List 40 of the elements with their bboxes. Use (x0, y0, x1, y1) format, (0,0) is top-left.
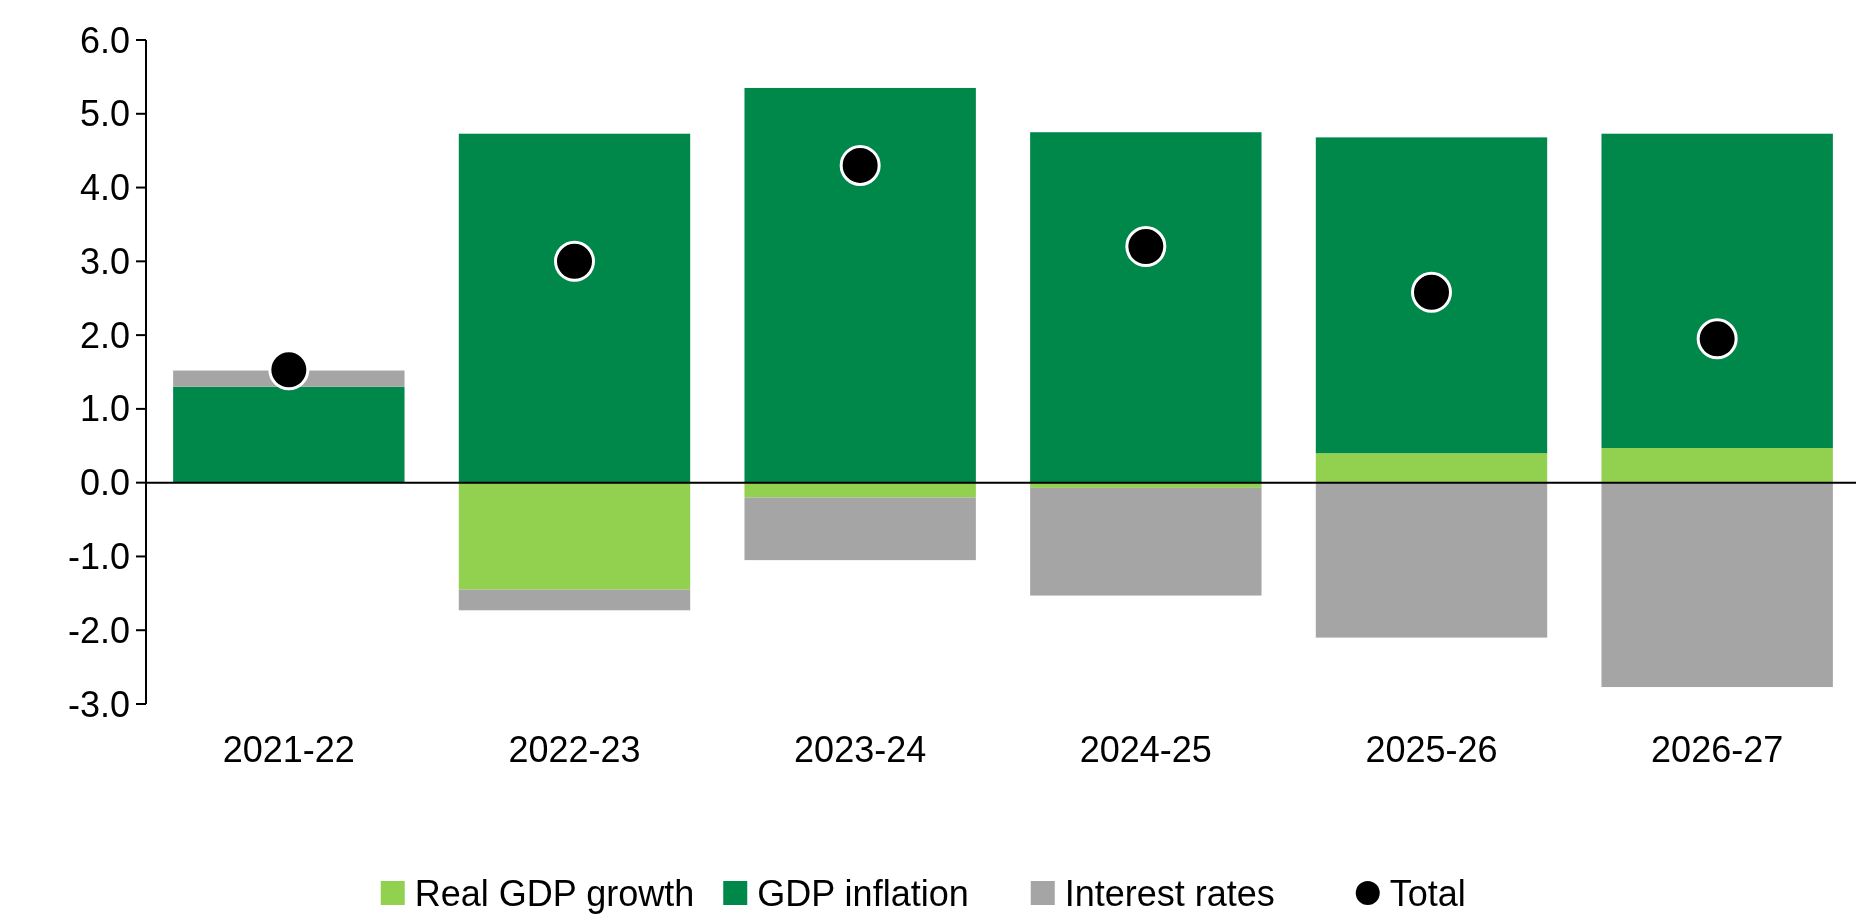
point (1411, 271, 1452, 313)
bar (1030, 487, 1262, 596)
x-tick-label: 2022-23 (508, 729, 641, 770)
point (1696, 318, 1738, 360)
y-tick-label: 5.0 (79, 93, 130, 135)
y-tick-label: 3.0 (79, 240, 130, 282)
x-tick-label: 2021-22 (222, 729, 355, 770)
point (839, 144, 881, 186)
y-tick-label: 0.0 (79, 462, 130, 504)
bar (1030, 132, 1262, 483)
y-tick-label: 2.0 (79, 314, 130, 356)
y-tick-label: -3.0 (67, 683, 130, 725)
x-tick-label: 2023-24 (794, 729, 927, 770)
bar (1315, 482, 1548, 638)
x-tick-label: 2025-26 (1365, 729, 1498, 770)
point (1125, 226, 1167, 268)
y-tick-label: -2.0 (67, 609, 130, 651)
bar (1601, 133, 1833, 448)
bar (458, 133, 691, 483)
bar (173, 386, 405, 483)
bar (1601, 447, 1833, 483)
bar (1315, 137, 1548, 454)
bar (744, 497, 976, 561)
legend-label: Real GDP growth (414, 872, 695, 914)
point (268, 349, 310, 391)
bar (1315, 453, 1548, 483)
bar (458, 482, 691, 590)
legend-label: GDP inflation (757, 872, 969, 914)
y-tick-label: -1.0 (67, 536, 130, 578)
point (554, 240, 595, 282)
y-tick-label: 6.0 (79, 19, 130, 61)
bar (1601, 482, 1833, 688)
y-tick-label: 1.0 (79, 388, 130, 430)
bar (744, 87, 976, 483)
legend-label: Total (1389, 872, 1466, 914)
legend-label: Interest rates (1064, 872, 1275, 914)
y-tick-label: 4.0 (79, 167, 130, 209)
x-tick-label: 2024-25 (1079, 729, 1212, 770)
bar (458, 589, 691, 611)
x-tick-label: 2026-27 (1651, 729, 1784, 770)
